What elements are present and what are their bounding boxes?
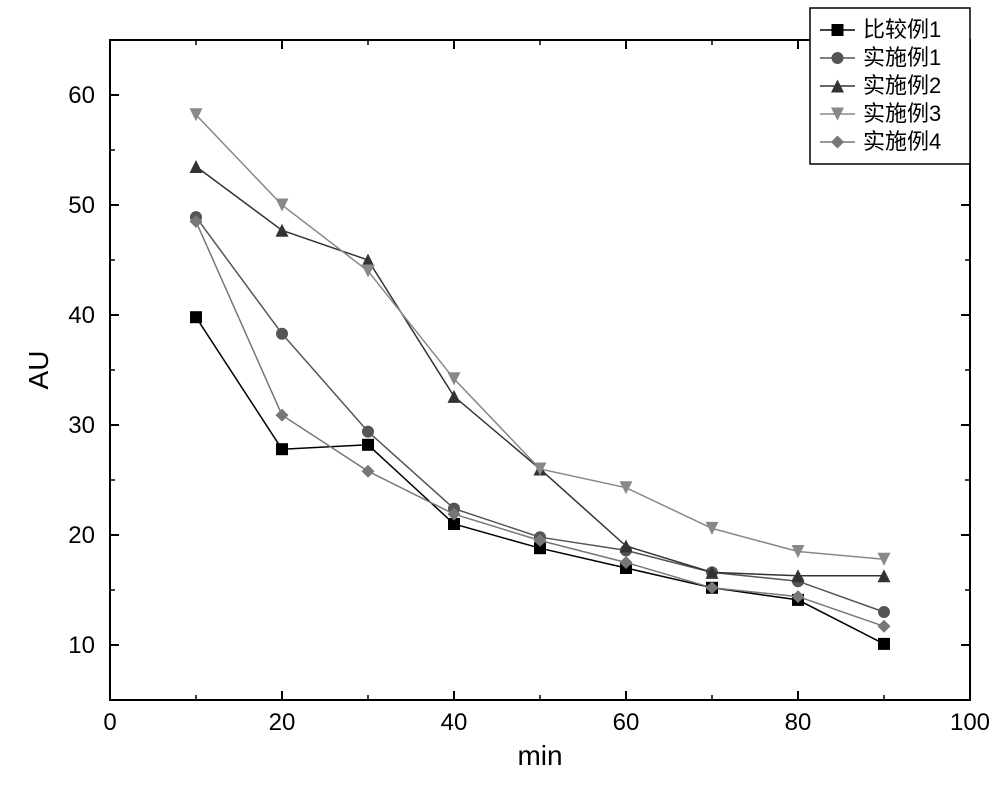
- marker-square: [832, 24, 844, 36]
- legend-label: 实施例4: [863, 129, 941, 154]
- marker-square: [190, 311, 202, 323]
- x-tick-label: 20: [269, 709, 296, 736]
- y-tick-label: 20: [68, 522, 95, 549]
- marker-square: [276, 443, 288, 455]
- legend-label: 实施例3: [863, 101, 941, 126]
- y-axis-title: AU: [23, 351, 54, 390]
- legend: 比较例1 实施例1 实施例2 实施例3 实施例4: [810, 8, 970, 164]
- marker-circle: [878, 606, 890, 618]
- chart-container: 0 20 40 60 80 100 10 20 30 40 50 60 min AU 比较例1 实施例1 实施例…: [0, 0, 1000, 787]
- y-tick-label: 60: [68, 82, 95, 109]
- y-tick-label: 50: [68, 192, 95, 219]
- x-tick-label: 80: [785, 709, 812, 736]
- y-tick-label: 10: [68, 632, 95, 659]
- y-tick-label: 30: [68, 412, 95, 439]
- legend-label: 比较例1: [863, 17, 941, 42]
- x-tick-label: 0: [103, 709, 116, 736]
- x-tick-label: 60: [613, 709, 640, 736]
- legend-label: 实施例2: [863, 73, 941, 98]
- legend-label: 实施例1: [863, 45, 941, 70]
- marker-circle: [362, 426, 374, 438]
- x-axis-title: min: [517, 740, 562, 771]
- marker-circle: [832, 52, 844, 64]
- marker-square: [362, 439, 374, 451]
- x-tick-label: 100: [950, 709, 990, 736]
- x-tick-label: 40: [441, 709, 468, 736]
- marker-circle: [276, 328, 288, 340]
- line-chart: 0 20 40 60 80 100 10 20 30 40 50 60 min AU 比较例1 实施例1 实施例…: [0, 0, 1000, 787]
- marker-square: [878, 638, 890, 650]
- y-tick-label: 40: [68, 302, 95, 329]
